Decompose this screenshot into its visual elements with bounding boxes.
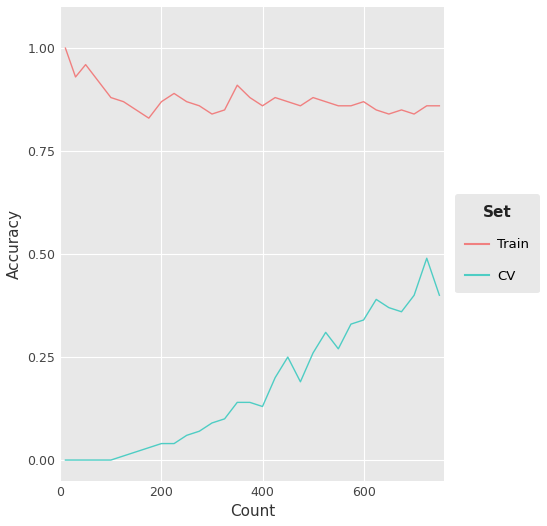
Y-axis label: Accuracy: Accuracy (7, 209, 22, 279)
X-axis label: Count: Count (230, 504, 275, 519)
Legend: Train, CV: Train, CV (455, 194, 540, 294)
